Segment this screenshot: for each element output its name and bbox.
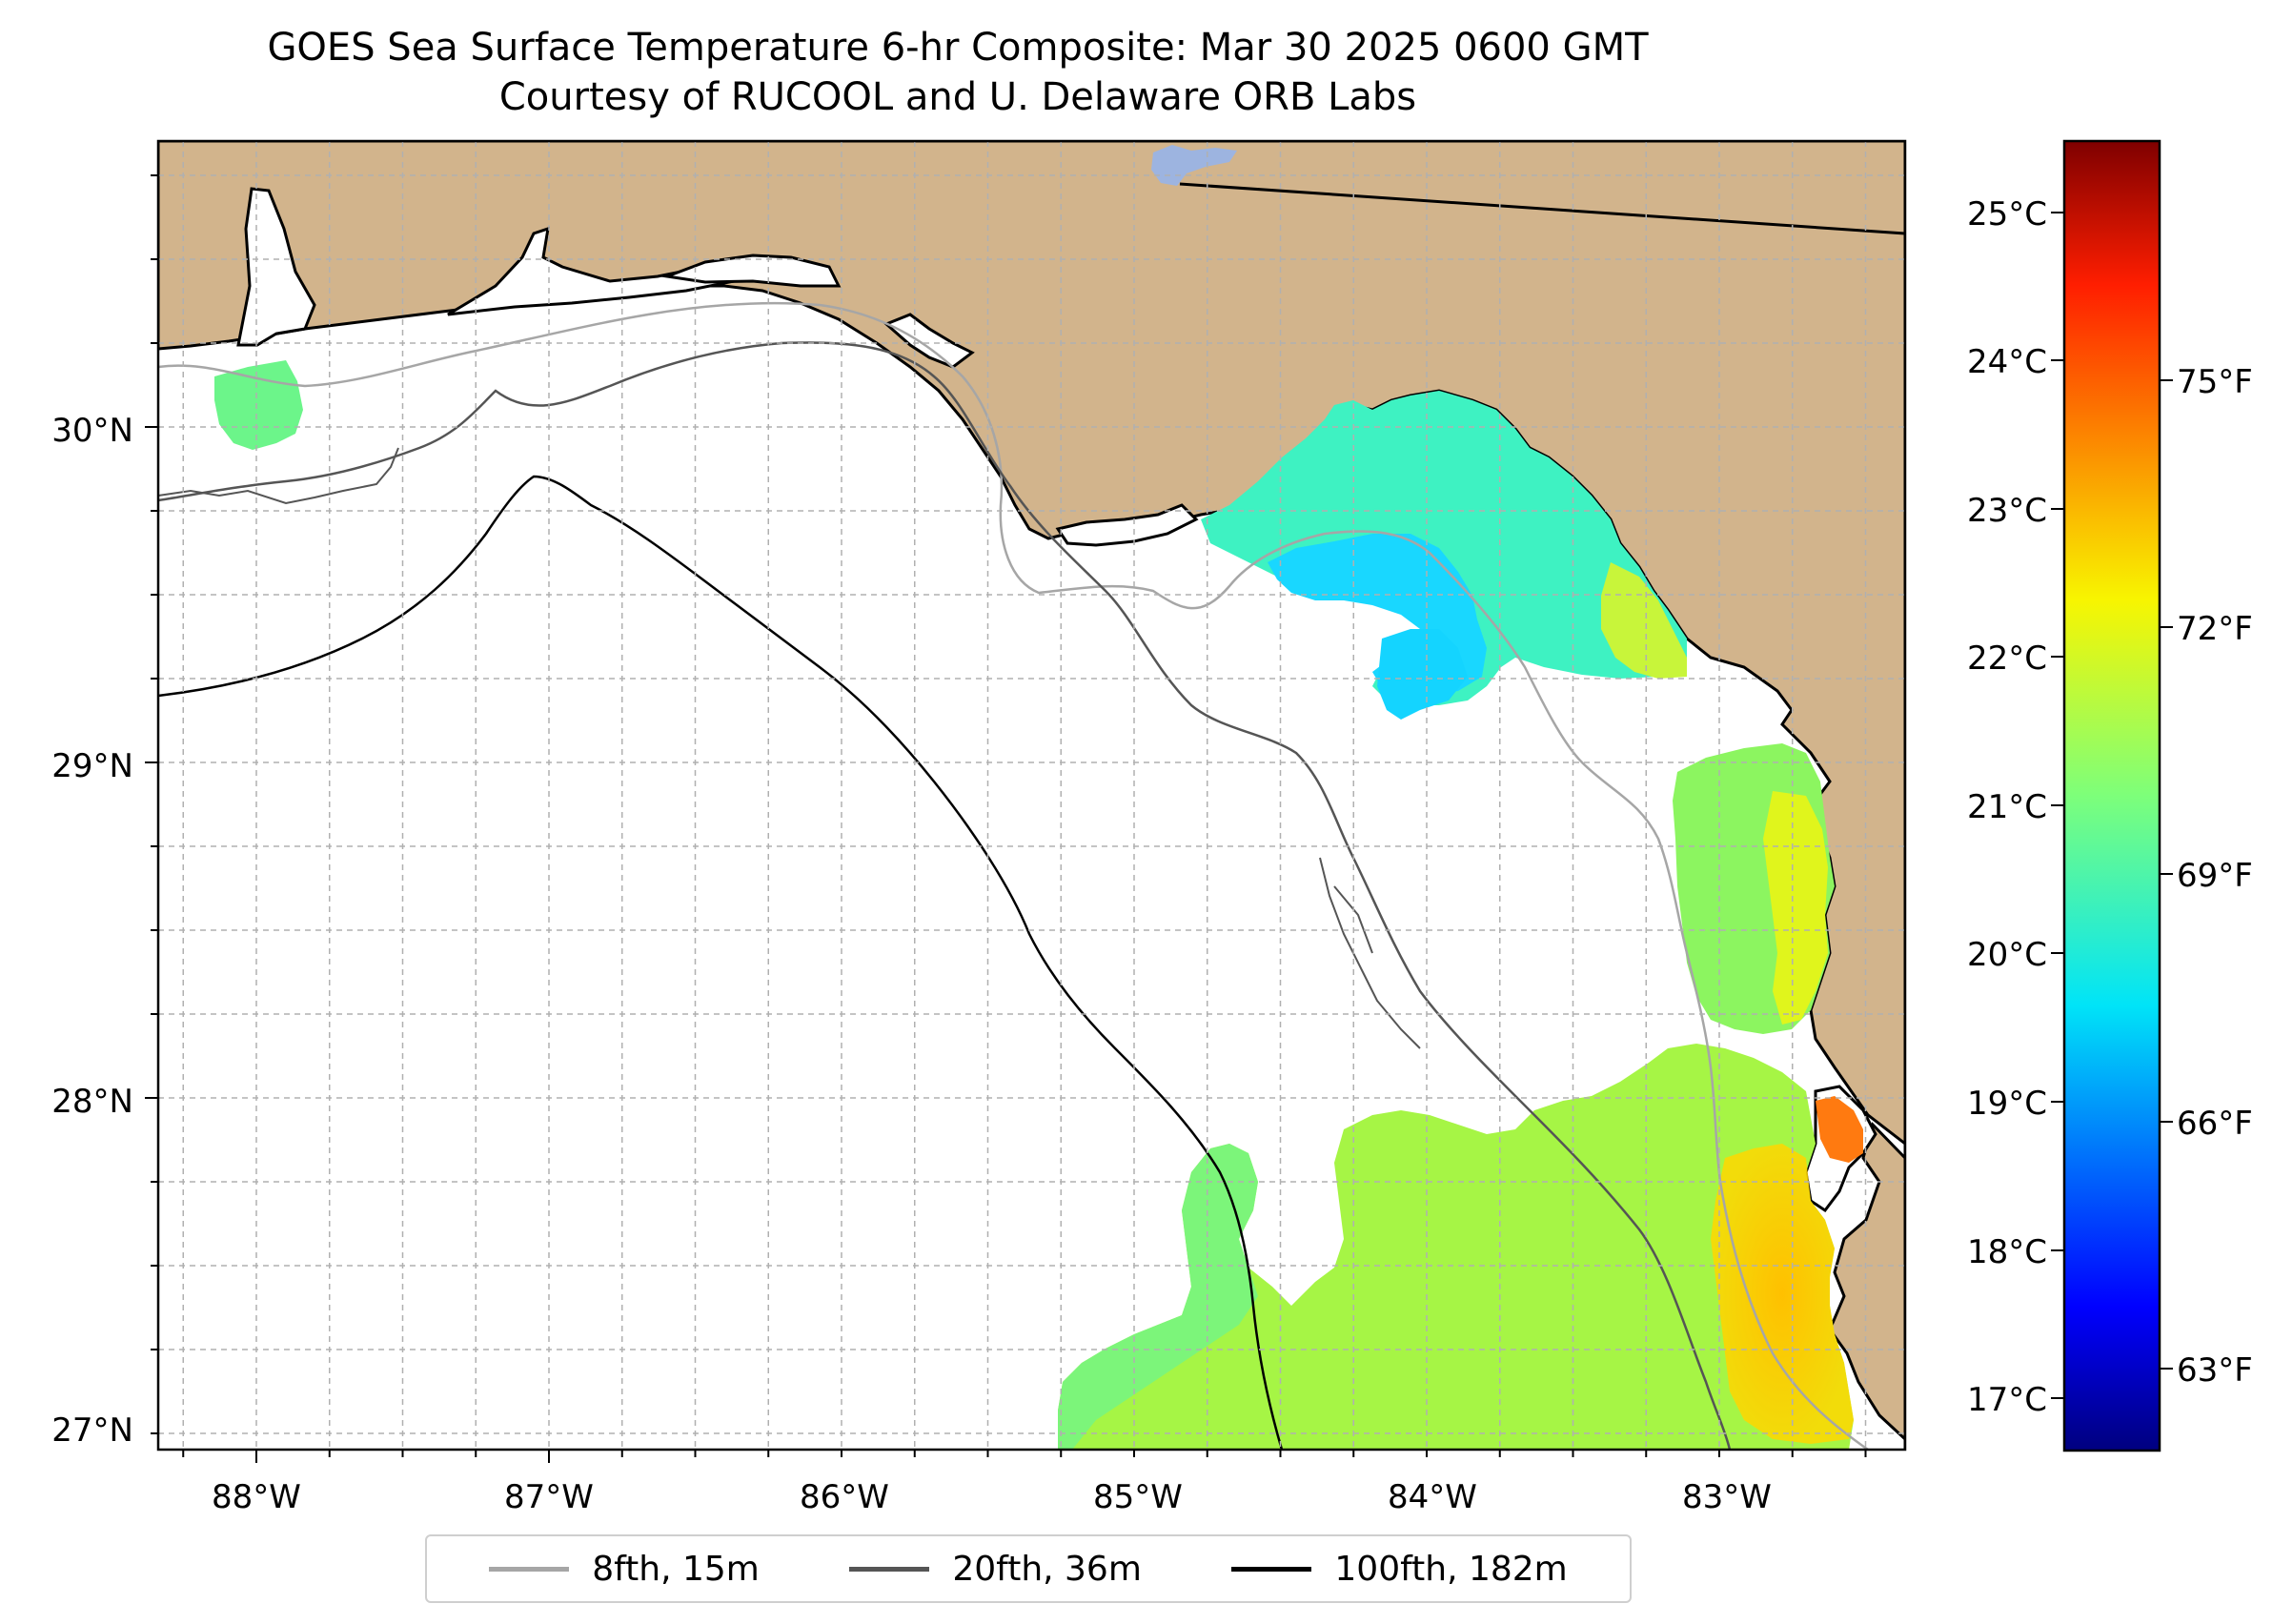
- colorbar-celsius-label: 20°C: [1967, 936, 2047, 974]
- isobath-layer: [158, 301, 1869, 1450]
- sst-patch-bigbend-cool2: [1377, 629, 1468, 720]
- isobath-8fth: [158, 301, 1869, 1450]
- sst-patch-south-yellow: [1711, 1144, 1854, 1444]
- colorbar-celsius-label: 21°C: [1967, 788, 2047, 826]
- lon-tick-label: 86°W: [800, 1478, 889, 1516]
- colorbar: [2062, 139, 2161, 1452]
- st-andrew-bay: [883, 313, 975, 369]
- colorbar-celsius-label: 18°C: [1967, 1233, 2047, 1271]
- isobath-legend: 8fth, 15m 20fth, 36m 100fth, 182m: [425, 1534, 1632, 1603]
- sst-data-layer: [214, 360, 1863, 1450]
- isobath-20fth: [158, 341, 1732, 1450]
- pensacola-bay: [447, 226, 737, 316]
- isobath-100fth: [158, 475, 1284, 1450]
- colorbar-fahrenheit-label: 72°F: [2177, 610, 2253, 648]
- gridlines: [158, 141, 1905, 1450]
- legend-entry-20fth: 20fth, 36m: [849, 1550, 1142, 1589]
- lon-tick-label: 88°W: [212, 1478, 301, 1516]
- colorbar-fahrenheit-label: 75°F: [2177, 363, 2253, 401]
- legend-entry-100fth: 100fth, 182m: [1231, 1549, 1568, 1589]
- state-border: [1179, 182, 1906, 235]
- sst-patch-nature-coast-yellow: [1763, 791, 1828, 1025]
- colorbar-celsius-label: 19°C: [1967, 1085, 2047, 1123]
- colorbar-celsius-label: 24°C: [1967, 343, 2047, 381]
- colorbar-fahrenheit-label: 69°F: [2177, 857, 2253, 895]
- sst-patch-bigbend: [1201, 391, 1687, 705]
- apalachicola-bay: [1055, 503, 1199, 547]
- colorbar-fahrenheit-label: 63°F: [2177, 1351, 2253, 1390]
- lon-tick-label: 87°W: [504, 1478, 594, 1516]
- sst-patch-orange: [1816, 1096, 1863, 1163]
- lon-tick-label: 84°W: [1388, 1478, 1477, 1516]
- sst-patch-bigbend-warm: [1601, 562, 1687, 679]
- lat-tick-label: 29°N: [51, 747, 133, 785]
- title-line-2: Courtesy of RUCOOL and U. Delaware ORB L…: [498, 75, 1417, 119]
- sst-patch-south: [1058, 1044, 1854, 1450]
- map-frame: [156, 139, 1907, 1451]
- lon-tick-label: 83°W: [1682, 1478, 1772, 1516]
- axis-ticks: [145, 174, 1867, 1463]
- lat-tick-label: 30°N: [51, 412, 133, 450]
- legend-entry-8fth: 8fth, 15m: [489, 1550, 760, 1589]
- legend-swatch-100fth: [1231, 1566, 1312, 1572]
- lat-tick-label: 27°N: [51, 1411, 133, 1450]
- mobile-bay: [236, 187, 316, 347]
- isobath-20fth-shoal: [158, 447, 1421, 1049]
- legend-label: 8fth, 15m: [592, 1549, 760, 1589]
- colorbar-celsius-label: 25°C: [1967, 195, 2047, 233]
- colorbar-ticks: [2051, 212, 2173, 1399]
- colorbar-celsius-label: 17°C: [1967, 1381, 2047, 1419]
- legend-swatch-8fth: [489, 1566, 570, 1572]
- lat-tick-label: 28°N: [51, 1083, 133, 1121]
- land-mass: [158, 141, 1905, 1450]
- legend-swatch-20fth: [849, 1566, 930, 1572]
- map-title: GOES Sea Surface Temperature 6-hr Compos…: [152, 23, 1763, 122]
- title-line-1: GOES Sea Surface Temperature 6-hr Compos…: [267, 26, 1649, 70]
- lon-tick-label: 85°W: [1093, 1478, 1183, 1516]
- legend-label: 100fth, 182m: [1334, 1549, 1568, 1589]
- colorbar-fahrenheit-label: 66°F: [2177, 1105, 2253, 1143]
- colorbar-celsius-label: 23°C: [1967, 492, 2047, 530]
- colorbar-celsius-label: 22°C: [1967, 639, 2047, 678]
- sst-patch-south-green: [1058, 1144, 1258, 1450]
- legend-label: 20fth, 36m: [952, 1549, 1142, 1589]
- lake: [1151, 145, 1237, 186]
